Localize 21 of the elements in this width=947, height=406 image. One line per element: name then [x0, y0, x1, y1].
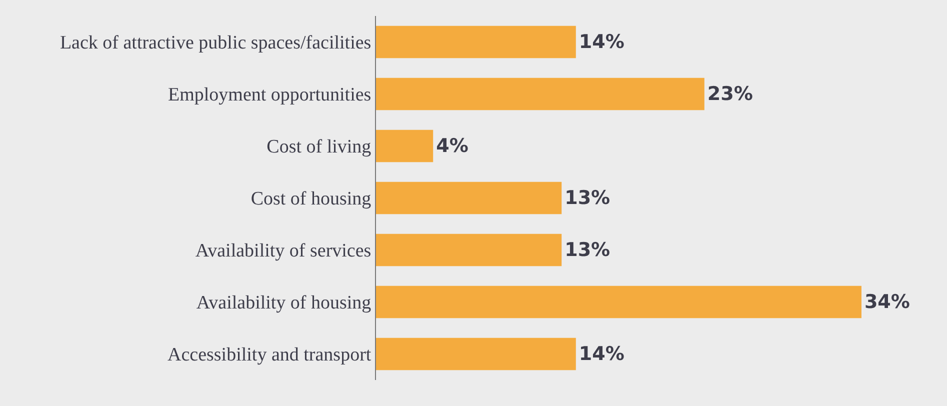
bar [376, 78, 704, 110]
bar [376, 130, 434, 162]
bar [376, 234, 562, 266]
data-label: 4% [436, 135, 468, 157]
y-tick-label: Cost of living [266, 136, 372, 158]
y-tick-label: Lack of attractive public spaces/facilities [60, 32, 372, 54]
bar [376, 26, 576, 58]
data-label: 23% [707, 83, 753, 105]
y-tick-label: Employment opportunities [168, 84, 372, 106]
bar [376, 338, 576, 370]
y-tick-label: Accessibility and transport [168, 344, 372, 366]
data-label: 14% [578, 31, 624, 53]
data-label: 13% [564, 239, 610, 261]
bar [376, 182, 562, 214]
y-tick-label: Availability of housing [196, 292, 372, 314]
bar [376, 286, 862, 318]
y-tick-label: Cost of housing [250, 188, 372, 210]
data-label: 14% [578, 343, 624, 365]
y-tick-label: Availability of services [195, 240, 372, 262]
data-label: 34% [864, 291, 910, 313]
data-label: 13% [564, 187, 610, 209]
